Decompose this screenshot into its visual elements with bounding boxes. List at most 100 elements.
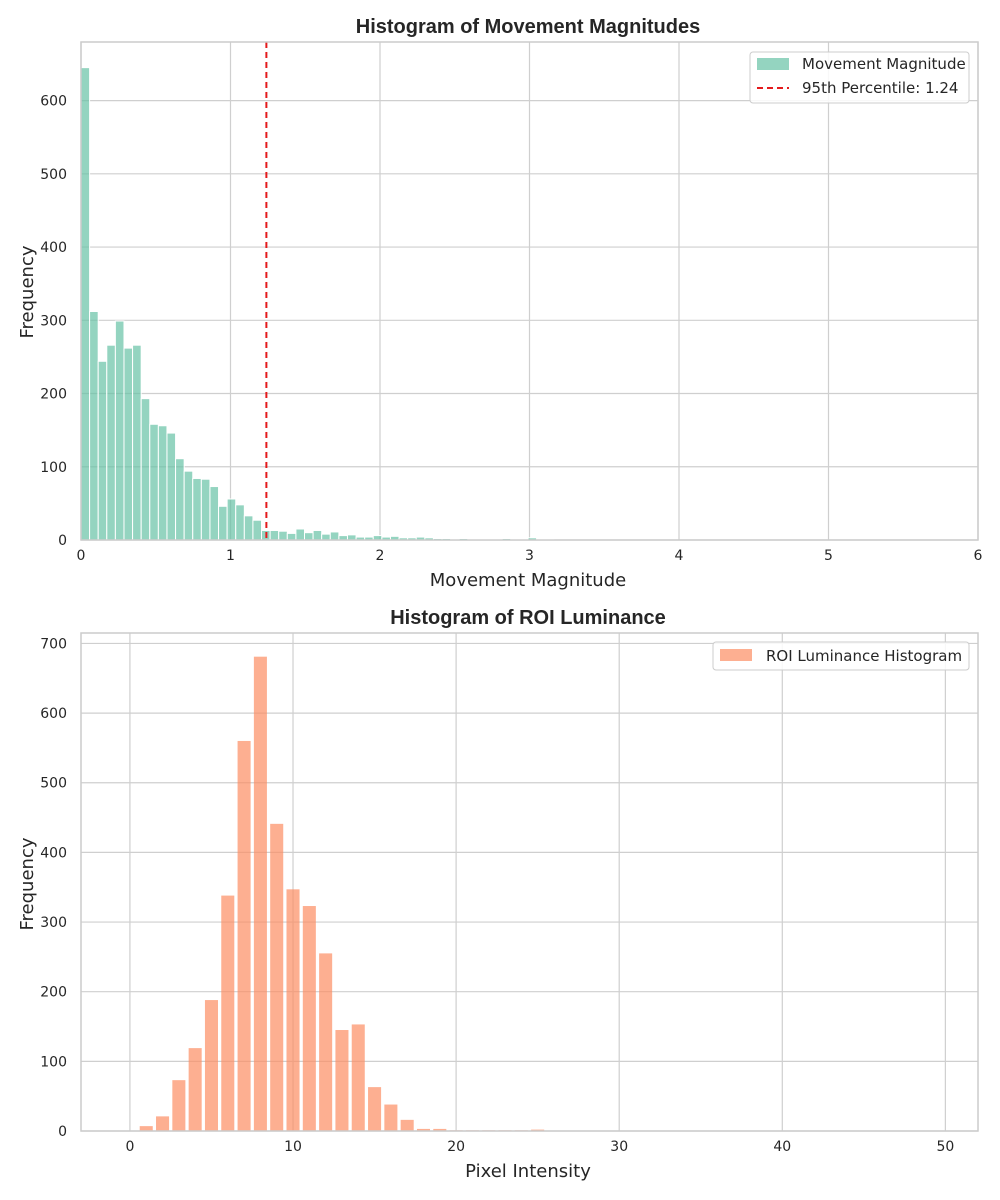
histogram-bar: [253, 656, 267, 1131]
x-tick-label: 5: [824, 548, 833, 564]
histogram-bar: [384, 1104, 398, 1131]
legend-swatch: [720, 649, 752, 661]
histogram-bar: [172, 1080, 186, 1131]
histogram-bar: [114, 320, 125, 541]
y-tick-labels: 0 100 200 300 400 500 600 700: [40, 636, 67, 1140]
histogram-bar: [351, 1024, 365, 1131]
x-tick-label: 2: [376, 548, 385, 564]
histogram-bar: [321, 533, 331, 541]
chart-title: Histogram of ROI Luminance: [390, 607, 666, 629]
y-tick-label: 400: [40, 845, 67, 861]
histogram-bar: [304, 532, 314, 541]
legend-label: ROI Luminance Histogram: [766, 647, 962, 665]
histogram-bar: [302, 906, 316, 1131]
y-tick-labels: 0 100 200 300 400 500 600: [40, 94, 67, 549]
histogram-bar: [123, 347, 134, 541]
x-tick-label: 1: [226, 548, 235, 564]
histogram-bar: [286, 532, 297, 541]
y-tick-label: 200: [40, 985, 67, 1001]
x-tick-label: 4: [675, 548, 684, 564]
x-tick-label: 0: [125, 1139, 134, 1155]
x-tick-label: 50: [936, 1139, 954, 1155]
histogram-bar: [312, 529, 323, 541]
y-tick-label: 600: [40, 94, 67, 110]
histogram-bar: [278, 530, 288, 541]
x-tick-labels: 0 10 20 30 40 50: [125, 1139, 954, 1155]
movement-histogram-chart: Histogram of Movement Magnitudes 0 1 2 3 4 5 6…: [17, 16, 983, 591]
histogram-bar: [237, 740, 251, 1131]
histogram-bar: [132, 344, 142, 541]
legend: Movement Magnitude 95th Percentile: 1.24: [749, 51, 970, 104]
histogram-bar: [156, 1116, 170, 1131]
histogram-bar: [335, 1030, 349, 1131]
histogram-bar: [226, 498, 237, 541]
histogram-bar: [368, 1087, 382, 1131]
histogram-bar: [346, 534, 357, 541]
legend-swatch: [757, 58, 789, 70]
legend-label: Movement Magnitude: [802, 55, 966, 73]
histogram-bar: [209, 486, 220, 541]
plot-frame: [80, 632, 979, 1132]
y-tick-label: 500: [40, 776, 67, 792]
histogram-bar: [157, 425, 168, 541]
histogram-bar: [400, 1119, 414, 1131]
legend-box: [712, 641, 970, 671]
histogram-bar: [166, 432, 177, 541]
histogram-bar: [97, 360, 108, 541]
histogram-bar: [235, 504, 245, 541]
y-tick-label: 400: [40, 240, 67, 256]
x-tick-labels: 0 1 2 3 4 5 6: [77, 548, 983, 564]
y-tick-label: 300: [40, 915, 67, 931]
histogram-bar: [270, 823, 284, 1131]
y-tick-label: 0: [58, 533, 67, 549]
x-tick-label: 6: [974, 548, 983, 564]
x-tick-label: 0: [77, 548, 86, 564]
bars: [139, 656, 545, 1131]
y-tick-label: 100: [40, 460, 67, 476]
y-tick-label: 300: [40, 313, 67, 329]
histogram-bar: [188, 1048, 202, 1131]
histogram-bar: [106, 344, 116, 541]
y-tick-label: 0: [58, 1124, 67, 1140]
luminance-histogram-chart: Histogram of ROI Luminance 0 10 20 30 40 50 0…: [17, 607, 979, 1182]
histogram-bar: [192, 477, 202, 541]
x-tick-label: 10: [284, 1139, 302, 1155]
histogram-bar: [319, 953, 333, 1131]
x-axis-label: Pixel Intensity: [465, 1161, 591, 1182]
histogram-bar: [89, 311, 99, 541]
histogram-bar: [252, 519, 263, 541]
y-tick-label: 600: [40, 706, 67, 722]
histogram-bar: [269, 529, 280, 541]
histogram-bar: [221, 895, 235, 1131]
histogram-bar: [433, 1128, 447, 1131]
histogram-bar: [200, 478, 211, 541]
x-tick-label: 40: [773, 1139, 791, 1155]
histogram-bar: [204, 1000, 218, 1131]
histogram-bar: [175, 458, 185, 541]
y-axis-label: Frequency: [17, 245, 38, 338]
x-axis-label: Movement Magnitude: [430, 570, 626, 591]
chart-title: Histogram of Movement Magnitudes: [356, 16, 700, 38]
histogram-bar: [183, 470, 194, 541]
histogram-bar: [329, 531, 340, 541]
histogram-bar: [140, 398, 151, 541]
y-axis-label: Frequency: [17, 837, 38, 930]
histogram-bar: [243, 515, 254, 541]
histogram-bar: [286, 889, 300, 1131]
x-tick-label: 30: [610, 1139, 628, 1155]
y-tick-label: 700: [40, 636, 67, 652]
x-tick-label: 20: [447, 1139, 465, 1155]
histogram-bar: [218, 505, 228, 541]
legend-label: 95th Percentile: 1.24: [802, 79, 958, 97]
histogram-bar: [295, 528, 306, 541]
y-tick-label: 200: [40, 387, 67, 403]
legend-box: [749, 51, 970, 104]
legend: ROI Luminance Histogram: [712, 641, 970, 671]
y-tick-label: 100: [40, 1054, 67, 1070]
plot-frame: [80, 41, 979, 541]
y-tick-label: 500: [40, 167, 67, 183]
x-tick-label: 3: [525, 548, 534, 564]
histogram-bar: [80, 67, 91, 541]
histogram-bar: [149, 423, 159, 541]
